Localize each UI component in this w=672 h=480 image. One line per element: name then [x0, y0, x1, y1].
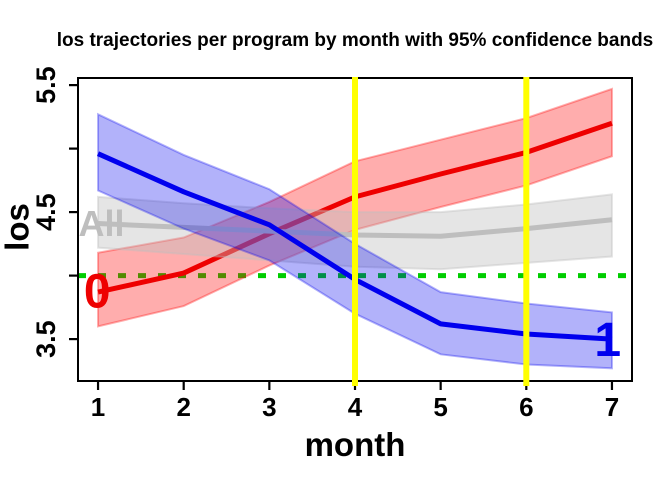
y-axis-label: los	[0, 203, 36, 251]
x-tick-label: 7	[605, 392, 619, 422]
program-1-confidence-band	[97, 112, 613, 370]
all-label: All	[78, 203, 124, 244]
program-0-label: 0	[84, 266, 111, 319]
x-tick-label: 4	[348, 392, 363, 422]
x-tick-label: 1	[91, 392, 105, 422]
y-tick-label: 5.5	[31, 66, 61, 104]
chart-title: los trajectories per program by month wi…	[56, 30, 654, 51]
program-1-label: 1	[594, 314, 621, 367]
x-tick-label: 2	[176, 392, 190, 422]
x-tick-label: 5	[433, 392, 447, 422]
x-tick-label: 6	[519, 392, 533, 422]
y-tick-label: 3.5	[31, 320, 61, 358]
y-tick-label: 4.5	[31, 193, 61, 231]
x-axis-label: month	[305, 426, 406, 463]
x-tick-label: 3	[262, 392, 276, 422]
